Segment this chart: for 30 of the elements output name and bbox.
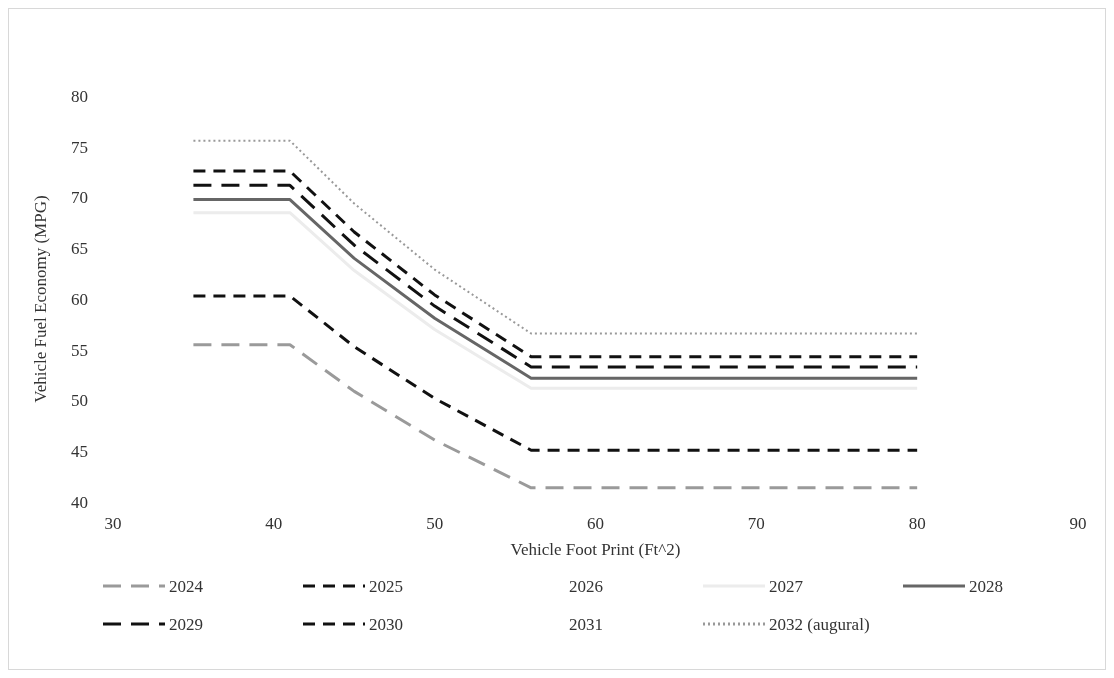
text: 2026 [569,576,603,596]
y-tick-label: 80 [71,86,88,106]
y-tick-label: 40 [71,492,88,512]
line-series [191,343,919,490]
y-tick-label: 55 [71,340,88,360]
y-tick-label: 45 [71,442,88,462]
line-series [192,139,919,335]
y-tick-label: 60 [71,289,88,309]
legend-label: 2025 [369,576,403,596]
x-tick-label: 30 [104,514,122,533]
y-tick-label: 70 [71,188,88,208]
legend-label: 2024 [169,576,204,596]
text: 2031 [569,614,603,634]
x-tick-label: 50 [426,514,444,533]
y-tick-label: 50 [71,391,88,411]
line-series [191,294,919,452]
y-tick-label: 65 [71,239,88,259]
x-tick-label: 80 [908,514,926,533]
legend-label: 2032 (augural) [769,614,870,634]
y-tick-label: 75 [71,137,88,157]
legend-label: 2027 [769,576,804,596]
legend-label: 2028 [969,576,1003,596]
x-axis-title: Vehicle Foot Print (Ft^2) [510,540,681,559]
x-tick-label: 90 [1069,514,1087,533]
legend-label: 2029 [169,614,203,634]
x-tick-label: 40 [265,514,283,533]
legend-label: 2030 [369,614,403,634]
x-tick-label: 70 [747,514,765,533]
y-axis-title: Vehicle Fuel Economy (MPG) [31,195,50,403]
x-tick-label: 60 [587,514,604,533]
